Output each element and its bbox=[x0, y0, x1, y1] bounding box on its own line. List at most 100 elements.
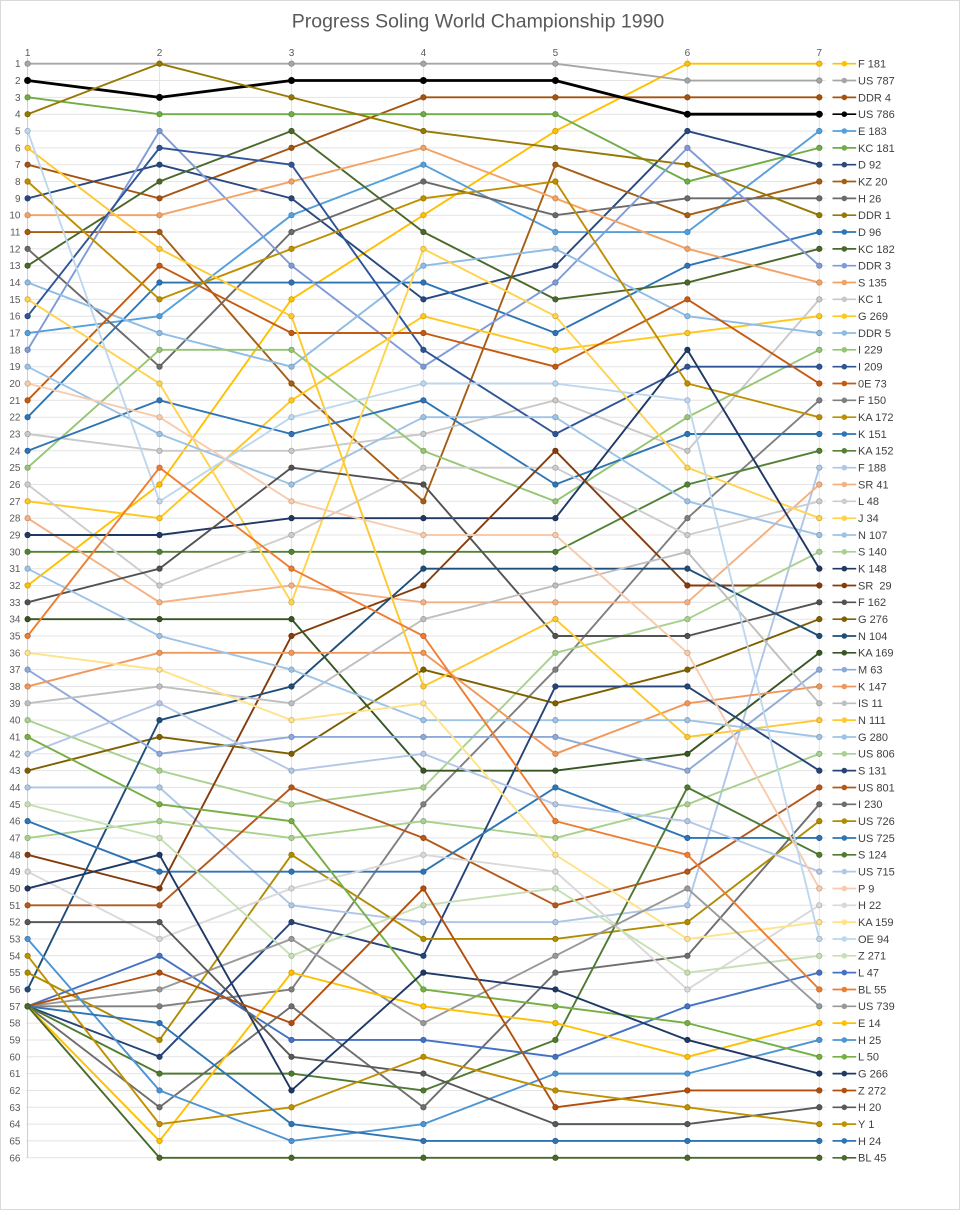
svg-text:34: 34 bbox=[9, 615, 21, 626]
svg-text:64: 64 bbox=[9, 1120, 21, 1131]
svg-text:KA 159: KA 159 bbox=[858, 917, 893, 929]
svg-text:N 111: N 111 bbox=[858, 715, 886, 727]
svg-text:KC 182: KC 182 bbox=[858, 244, 895, 256]
svg-text:Z 271: Z 271 bbox=[858, 951, 886, 963]
svg-text:27: 27 bbox=[9, 497, 21, 508]
svg-text:18: 18 bbox=[9, 345, 21, 356]
svg-text:I 229: I 229 bbox=[858, 345, 882, 357]
svg-text:1: 1 bbox=[15, 59, 21, 70]
svg-text:43: 43 bbox=[9, 766, 21, 777]
svg-text:IS 11: IS 11 bbox=[858, 698, 883, 710]
svg-text:38: 38 bbox=[9, 682, 21, 693]
svg-text:F 162: F 162 bbox=[858, 597, 886, 609]
svg-text:US 787: US 787 bbox=[858, 75, 895, 87]
svg-text:23: 23 bbox=[9, 430, 21, 441]
svg-text:3: 3 bbox=[289, 48, 295, 59]
svg-text:65: 65 bbox=[9, 1136, 21, 1147]
svg-text:40: 40 bbox=[9, 716, 21, 727]
svg-text:US 725: US 725 bbox=[858, 833, 895, 845]
svg-text:N 104: N 104 bbox=[858, 631, 887, 643]
svg-text:F 150: F 150 bbox=[858, 395, 886, 407]
svg-text:16: 16 bbox=[9, 312, 21, 323]
svg-text:D 96: D 96 bbox=[858, 227, 881, 239]
svg-text:US 739: US 739 bbox=[858, 1001, 895, 1013]
svg-text:25: 25 bbox=[9, 463, 21, 474]
svg-text:9: 9 bbox=[15, 194, 21, 205]
svg-text:44: 44 bbox=[9, 783, 21, 794]
svg-text:42: 42 bbox=[9, 749, 21, 760]
svg-text:L 47: L 47 bbox=[858, 968, 879, 980]
svg-text:3: 3 bbox=[15, 93, 21, 104]
svg-text:6: 6 bbox=[15, 143, 21, 154]
svg-text:P 9: P 9 bbox=[858, 883, 874, 895]
svg-text:BL 45: BL 45 bbox=[858, 1153, 886, 1165]
svg-text:1: 1 bbox=[25, 48, 31, 59]
svg-text:DDR 3: DDR 3 bbox=[858, 261, 891, 273]
svg-text:11: 11 bbox=[10, 228, 21, 239]
svg-text:KC 1: KC 1 bbox=[858, 294, 882, 306]
svg-text:H 26: H 26 bbox=[858, 193, 881, 205]
svg-text:DDR 5: DDR 5 bbox=[858, 328, 891, 340]
svg-text:26: 26 bbox=[9, 480, 21, 491]
svg-text:60: 60 bbox=[9, 1052, 21, 1063]
svg-text:17: 17 bbox=[9, 329, 21, 340]
svg-text:Z 272: Z 272 bbox=[858, 1085, 886, 1097]
svg-text:66: 66 bbox=[9, 1153, 21, 1164]
svg-text:US 786: US 786 bbox=[858, 109, 895, 121]
svg-text:K 148: K 148 bbox=[858, 564, 887, 576]
svg-text:45: 45 bbox=[9, 800, 21, 811]
svg-text:7: 7 bbox=[15, 160, 21, 171]
svg-text:SR 41: SR 41 bbox=[858, 479, 889, 491]
svg-text:OE 94: OE 94 bbox=[858, 934, 889, 946]
svg-text:39: 39 bbox=[9, 699, 21, 710]
svg-text:62: 62 bbox=[9, 1086, 21, 1097]
svg-text:M 63: M 63 bbox=[858, 665, 882, 677]
svg-text:US 806: US 806 bbox=[858, 749, 895, 761]
svg-text:36: 36 bbox=[9, 648, 21, 659]
svg-text:33: 33 bbox=[9, 598, 21, 609]
svg-text:Y 1: Y 1 bbox=[858, 1119, 874, 1131]
svg-text:E 183: E 183 bbox=[858, 126, 887, 138]
svg-text:N 107: N 107 bbox=[858, 530, 887, 542]
svg-text:BL 55: BL 55 bbox=[858, 984, 886, 996]
svg-text:22: 22 bbox=[9, 413, 21, 424]
svg-text:KZ 20: KZ 20 bbox=[858, 176, 887, 188]
svg-text:8: 8 bbox=[15, 177, 21, 188]
svg-text:US 801: US 801 bbox=[858, 782, 895, 794]
svg-text:G 280: G 280 bbox=[858, 732, 888, 744]
svg-text:29: 29 bbox=[9, 531, 21, 542]
svg-text:53: 53 bbox=[9, 935, 21, 946]
svg-text:D 92: D 92 bbox=[858, 160, 881, 172]
svg-text:41: 41 bbox=[9, 733, 21, 744]
svg-text:G 269: G 269 bbox=[858, 311, 888, 323]
svg-text:F 181: F 181 bbox=[858, 59, 886, 71]
svg-text:21: 21 bbox=[9, 396, 21, 407]
svg-text:KA 169: KA 169 bbox=[858, 648, 893, 660]
svg-text:Progress Soling World Champion: Progress Soling World Championship 1990 bbox=[292, 11, 665, 33]
svg-text:13: 13 bbox=[9, 261, 21, 272]
svg-text:58: 58 bbox=[9, 1019, 21, 1030]
svg-text:G 266: G 266 bbox=[858, 1069, 888, 1081]
svg-text:2: 2 bbox=[15, 76, 21, 87]
svg-text:I 209: I 209 bbox=[858, 362, 882, 374]
svg-text:4: 4 bbox=[15, 110, 21, 121]
svg-text:KA 172: KA 172 bbox=[858, 412, 893, 424]
svg-text:5: 5 bbox=[553, 48, 559, 59]
svg-text:20: 20 bbox=[9, 379, 21, 390]
svg-text:G 276: G 276 bbox=[858, 614, 888, 626]
svg-text:S 131: S 131 bbox=[858, 766, 887, 778]
svg-text:F 188: F 188 bbox=[858, 463, 886, 475]
svg-text:30: 30 bbox=[9, 547, 21, 558]
svg-text:H 25: H 25 bbox=[858, 1035, 881, 1047]
svg-text:52: 52 bbox=[9, 918, 21, 929]
svg-text:24: 24 bbox=[9, 446, 21, 457]
svg-text:4: 4 bbox=[421, 48, 427, 59]
svg-text:6: 6 bbox=[685, 48, 691, 59]
svg-text:14: 14 bbox=[9, 278, 21, 289]
svg-text:37: 37 bbox=[9, 665, 21, 676]
svg-text:28: 28 bbox=[9, 514, 21, 525]
svg-text:51: 51 bbox=[9, 901, 21, 912]
svg-text:5: 5 bbox=[15, 127, 21, 138]
svg-text:49: 49 bbox=[9, 867, 21, 878]
svg-text:56: 56 bbox=[9, 985, 21, 996]
